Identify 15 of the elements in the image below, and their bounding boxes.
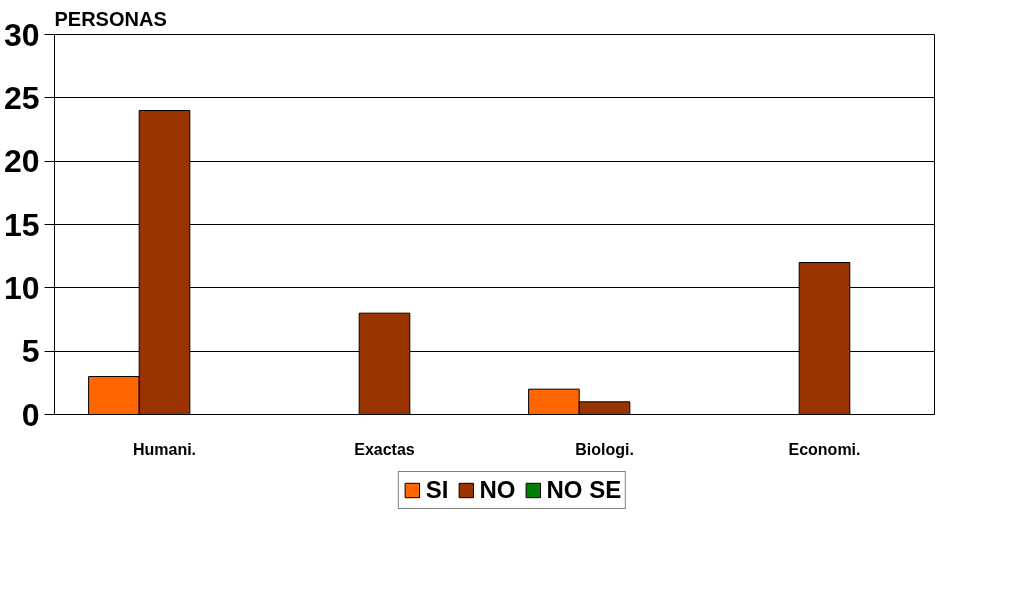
y-tick-label: 25: [3, 79, 40, 116]
y-tick-label: 15: [3, 206, 40, 243]
legend-label: SI: [425, 476, 449, 504]
y-tick-label: 20: [3, 143, 40, 180]
x-tick-label: Economi.: [788, 440, 861, 458]
x-tick-label: Biologi.: [575, 440, 634, 458]
y-tick-label: 30: [3, 16, 40, 53]
legend-label: NO SE: [546, 476, 622, 504]
x-tick-label: Exactas: [354, 440, 415, 458]
y-tick-label: 5: [21, 333, 40, 370]
y-tick-label: 10: [3, 269, 40, 306]
y-tick-label: 0: [21, 396, 40, 433]
x-tick-label: Humani.: [132, 440, 197, 458]
y-axis-title: PERSONAS: [54, 7, 167, 30]
legend-label: NO: [479, 476, 516, 504]
